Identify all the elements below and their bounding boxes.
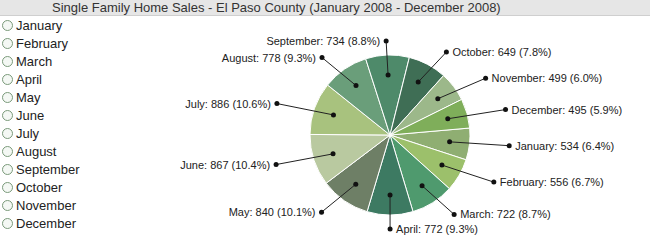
- svg-text:April: 772 (9.3%): April: 772 (9.3%): [396, 223, 478, 235]
- svg-text:May: 840 (10.1%): May: 840 (10.1%): [229, 206, 316, 218]
- html-text:May: May: [16, 89, 41, 105]
- svg-text:February: 556 (6.7%): February: 556 (6.7%): [500, 176, 604, 188]
- svg-text:March: 722 (8.7%): March: 722 (8.7%): [460, 208, 550, 220]
- svg-text:September: 734 (8.8%): September: 734 (8.8%): [266, 35, 380, 47]
- html-text:October: October: [16, 179, 63, 195]
- svg-text:January: 534 (6.4%): January: 534 (6.4%): [515, 140, 614, 152]
- html-text:November: November: [16, 197, 76, 213]
- html-text:September: September: [16, 161, 80, 177]
- html-text:June: June: [16, 107, 45, 123]
- svg-text:July: 886 (10.6%): July: 886 (10.6%): [185, 98, 271, 110]
- html-text:July: July: [16, 125, 40, 141]
- html-text:Single Family Home Sales - El: Single Family Home Sales - El Paso Count…: [52, 0, 501, 15]
- html-text:April: April: [16, 71, 42, 87]
- svg-text:December: 495 (5.9%): December: 495 (5.9%): [512, 104, 623, 116]
- svg-text:June: 867 (10.4%): June: 867 (10.4%): [180, 159, 270, 171]
- html-text:February: February: [16, 35, 68, 51]
- html-text:January: January: [16, 17, 63, 33]
- html-text:March: March: [16, 53, 53, 69]
- html-text:August: August: [16, 143, 57, 159]
- svg-text:October: 649 (7.8%): October: 649 (7.8%): [452, 46, 551, 58]
- svg-text:November: 499 (6.0%): November: 499 (6.0%): [492, 72, 603, 84]
- svg-text:August: 778 (9.3%): August: 778 (9.3%): [222, 52, 316, 64]
- html-text:December: December: [16, 215, 76, 231]
